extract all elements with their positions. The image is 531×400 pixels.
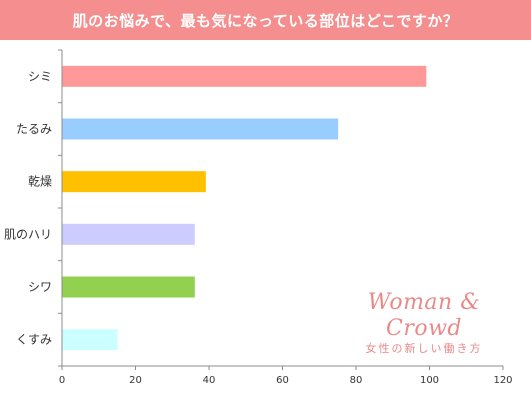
bar <box>62 171 206 193</box>
bar <box>62 276 195 298</box>
chart-title: 肌のお悩みで、最も気になっている部位はどこですか？ <box>72 11 459 30</box>
x-tick-label: 40 <box>203 375 216 386</box>
bar <box>62 223 195 245</box>
category-label: 乾燥 <box>28 175 52 189</box>
category-label: 肌のハリ <box>4 227 52 241</box>
x-tick-label: 20 <box>129 375 142 386</box>
bar <box>62 329 118 351</box>
x-tick-label: 60 <box>276 375 289 386</box>
category-label: シミ <box>28 69 52 83</box>
chart-title-bar: 肌のお悩みで、最も気になっている部位はどこですか？ <box>0 0 531 40</box>
category-label: シワ <box>28 280 52 294</box>
bar <box>62 65 427 87</box>
bar <box>62 118 339 140</box>
x-tick-label: 120 <box>493 375 512 386</box>
category-label: たるみ <box>16 122 52 136</box>
brand-name: Woman & Crowd <box>367 290 481 341</box>
brand-logo: Woman & Crowd 女性の新しい働き方 <box>339 290 509 356</box>
x-tick-label: 0 <box>59 375 65 386</box>
category-label: くすみ <box>16 333 52 347</box>
x-tick-label: 100 <box>420 375 439 386</box>
brand-tagline: 女性の新しい働き方 <box>365 342 483 355</box>
x-tick-label: 80 <box>350 375 363 386</box>
